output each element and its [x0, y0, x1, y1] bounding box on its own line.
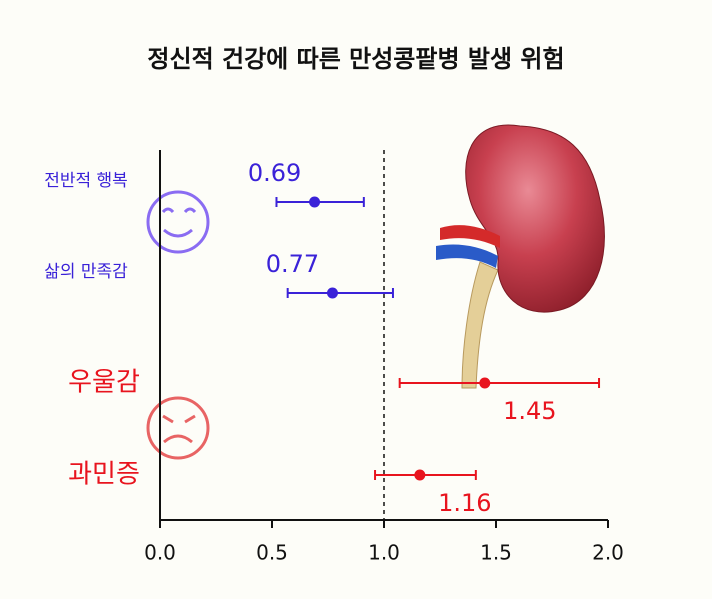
value-label: 0.77 — [266, 250, 319, 278]
point-estimate — [414, 469, 426, 481]
happy-face-icon — [146, 190, 210, 254]
value-label: 1.45 — [503, 397, 556, 425]
point-estimate — [479, 377, 491, 389]
point-estimate — [309, 196, 321, 208]
value-label: 1.16 — [438, 489, 491, 517]
sad-face-icon — [146, 396, 210, 460]
category-label: 삶의 만족감 — [44, 262, 128, 282]
category-label: 전반적 행복 — [44, 171, 128, 191]
x-tick-label: 1.5 — [480, 541, 512, 565]
x-tick-label: 0.0 — [144, 541, 176, 565]
category-label: 우울감 — [68, 368, 140, 398]
chart-title: 정신적 건강에 따른 만성콩팥병 발생 위험 — [147, 45, 564, 73]
point-estimate — [326, 287, 338, 299]
x-tick-label: 1.0 — [368, 541, 400, 565]
value-label: 0.69 — [248, 159, 301, 187]
kidney-illustration — [436, 124, 605, 389]
x-tick-label: 0.5 — [256, 541, 288, 565]
category-label: 과민증 — [68, 460, 140, 490]
x-tick-label: 2.0 — [592, 541, 624, 565]
